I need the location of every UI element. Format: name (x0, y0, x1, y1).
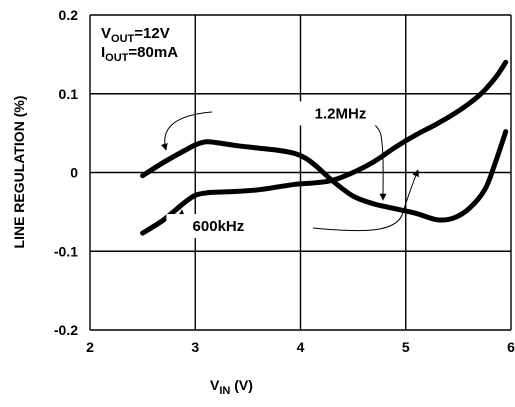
x-tick-label: 5 (402, 339, 410, 355)
annotation-labels: 1.2MHz 600kHz (166, 101, 393, 239)
y-tick-label: -0.2 (54, 322, 78, 338)
y-tick-label: 0 (70, 165, 78, 181)
condition-vout: VOUT=12V (101, 25, 170, 45)
x-tick-label: 3 (191, 339, 199, 355)
annotation-arrows (160, 111, 419, 232)
grid (89, 14, 512, 331)
x-tick-label: 2 (86, 339, 94, 355)
annotation-bg-600khz (166, 214, 271, 239)
y-axis-label: LINE REGULATION (%) (11, 96, 27, 249)
y-tick-label: 0.1 (59, 86, 79, 102)
y-tick-label: -0.1 (54, 243, 78, 259)
x-axis-label: VIN (V) (210, 377, 253, 397)
x-tick-label: 6 (507, 339, 515, 355)
y-tick-label: 0.2 (59, 7, 79, 23)
series-group (140, 59, 509, 236)
annotation-label-1-2mhz: 1.2MHz (315, 105, 367, 122)
annotation-label-600khz: 600kHz (193, 218, 245, 235)
annotation-bg-1-2mhz (288, 101, 393, 126)
arrow-600khz-right (312, 169, 419, 232)
series-line-1-2mhz (140, 59, 509, 236)
tick-labels: 2 3 4 5 6 0.2 0.1 0 -0.1 -0.2 (54, 7, 515, 355)
series-line-600khz (140, 129, 509, 223)
condition-iout: IOUT=80mA (101, 44, 178, 64)
x-tick-label: 4 (297, 339, 305, 355)
arrow-1-2mhz-left (160, 111, 213, 151)
